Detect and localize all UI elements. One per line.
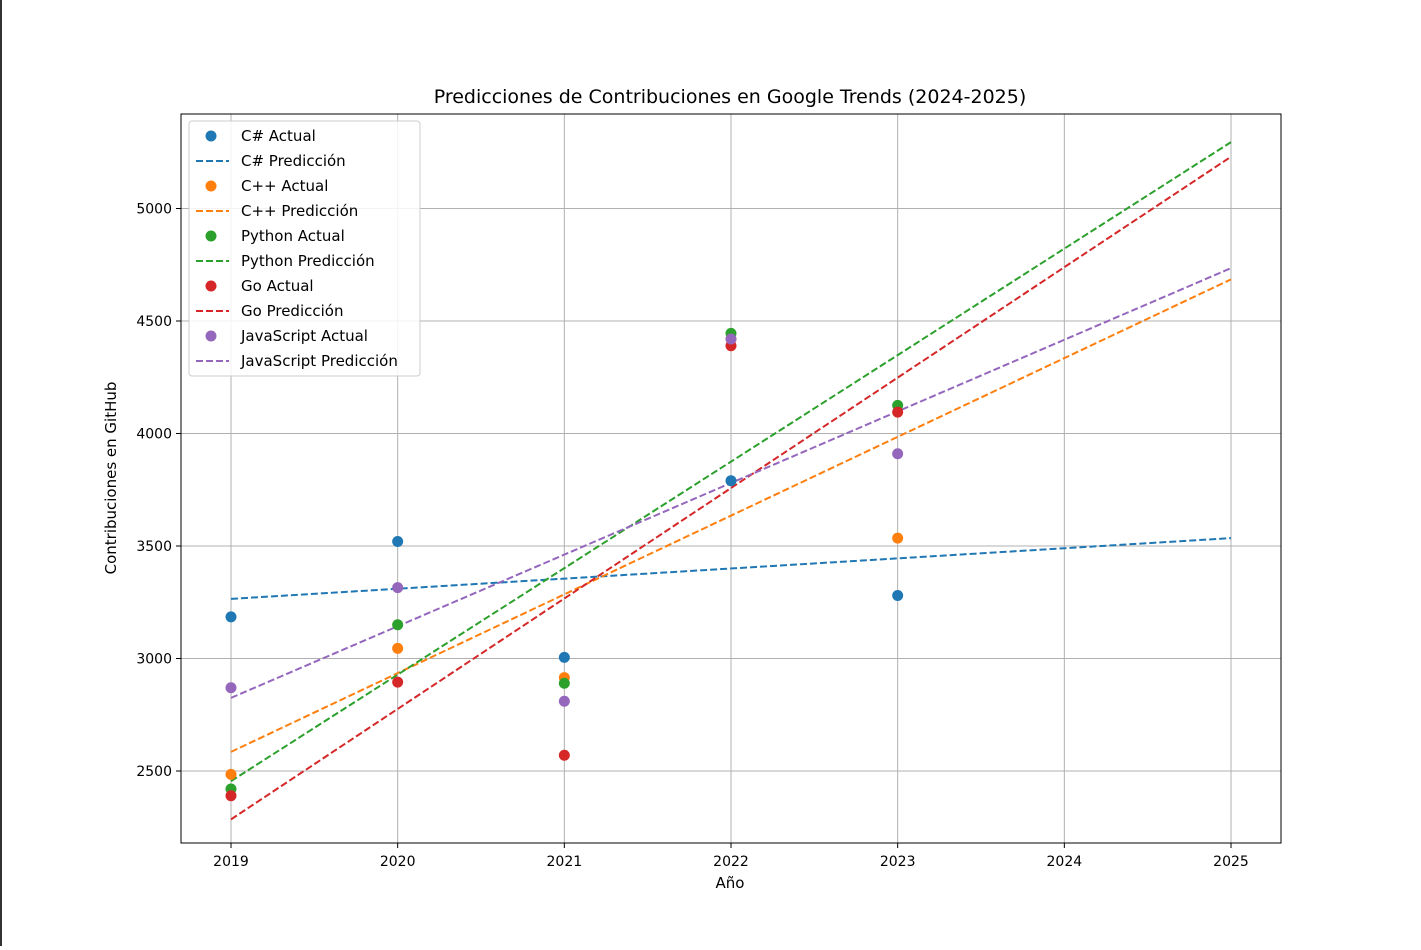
javascript-legend-prediction-label: JavaScript Predicción <box>240 352 398 370</box>
c-actual-point <box>725 475 737 487</box>
x-tick-label: 2022 <box>713 854 749 870</box>
actual-points <box>225 327 904 802</box>
go-actual-point <box>558 749 570 761</box>
chart-title: Predicciones de Contribuciones en Google… <box>434 86 1027 108</box>
python-actual-point <box>558 677 570 689</box>
javascript-actual-point <box>892 448 904 460</box>
c-legend-actual-label: C++ Actual <box>241 177 328 195</box>
x-tick-label: 2023 <box>880 854 916 870</box>
c-legend-marker <box>205 130 217 142</box>
c-actual-point <box>225 768 237 780</box>
go-legend-actual-label: Go Actual <box>241 277 314 295</box>
y-tick-label: 2500 <box>136 764 172 780</box>
x-tick-label: 2020 <box>380 854 416 870</box>
javascript-actual-point <box>392 582 404 594</box>
go-actual-point <box>392 676 404 688</box>
python-prediction-line <box>230 141 1232 782</box>
x-axis-label: Año <box>716 874 745 892</box>
c-actual-point <box>892 532 904 544</box>
c-actual-point <box>558 651 570 663</box>
go-legend-marker <box>205 280 217 292</box>
javascript-legend-marker <box>205 330 217 342</box>
x-tick-label: 2024 <box>1047 854 1083 870</box>
python-legend-prediction-label: Python Predicción <box>241 252 375 270</box>
c-prediction-line <box>230 278 1232 753</box>
y-tick-label: 3000 <box>136 652 172 668</box>
javascript-actual-point <box>225 682 237 694</box>
python-actual-point <box>392 619 404 631</box>
window-border <box>0 0 2 946</box>
legend: C# Actual C# Predicción C++ Actual C++ Pred… <box>188 120 421 377</box>
c-actual-point <box>225 611 237 623</box>
x-tick-label: 2025 <box>1213 854 1249 870</box>
javascript-legend-actual-label: JavaScript Actual <box>240 327 368 345</box>
c-actual-point <box>892 590 904 601</box>
javascript-actual-point <box>725 333 737 345</box>
c-actual-point <box>392 536 404 547</box>
c-legend-prediction-label: C++ Predicción <box>241 202 358 220</box>
y-axis-label: Contribuciones en GitHub <box>102 382 120 575</box>
y-tick-label: 4000 <box>136 427 172 443</box>
javascript-actual-point <box>558 695 570 707</box>
axis-ticks: 2019 2020 2021 2022 2023 2024 2025 2500 3000 3500… <box>136 202 1248 871</box>
y-tick-label: 4500 <box>136 314 172 330</box>
c-legend-actual-label: C# Actual <box>241 127 316 145</box>
y-tick-label: 3500 <box>136 539 172 555</box>
x-tick-label: 2019 <box>213 854 249 870</box>
legend-box <box>188 120 421 377</box>
python-legend-actual-label: Python Actual <box>241 227 345 245</box>
x-tick-label: 2021 <box>547 854 583 870</box>
c-legend-prediction-label: C# Predicción <box>241 152 346 170</box>
go-actual-point <box>225 790 237 802</box>
go-legend-prediction-label: Go Predicción <box>241 302 343 320</box>
go-actual-point <box>892 406 904 418</box>
c-legend-marker <box>205 180 217 192</box>
y-tick-label: 5000 <box>136 202 172 218</box>
python-legend-marker <box>205 230 217 242</box>
c-actual-point <box>392 642 404 654</box>
